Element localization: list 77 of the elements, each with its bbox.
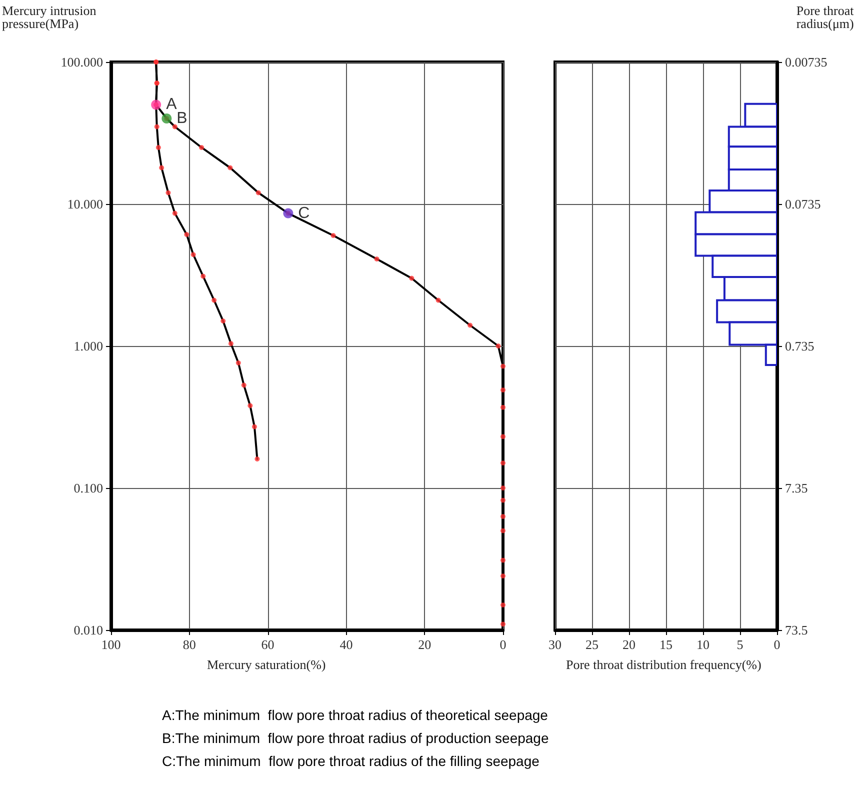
point	[468, 322, 473, 328]
y-tick-label: 10.000	[67, 196, 103, 212]
x-tick-label: 0	[500, 637, 506, 652]
point	[159, 165, 164, 170]
point	[500, 486, 506, 490]
point	[212, 298, 217, 303]
point	[374, 256, 380, 262]
point	[199, 144, 204, 150]
y-tick-label: 100.000	[60, 54, 103, 70]
x-tick-label: 20	[418, 637, 432, 652]
y-axis-title: Mercury intrusion pressure(MPa)	[2, 3, 100, 31]
point	[436, 298, 441, 303]
y-tick-label: 0.100	[74, 480, 103, 496]
point	[162, 114, 172, 124]
point	[500, 602, 506, 608]
x-tick-label: 30	[548, 637, 562, 652]
y-tick-label: 7.35	[785, 480, 808, 496]
y-tick-label: 0.735	[785, 338, 814, 354]
point	[151, 100, 162, 110]
point	[154, 124, 160, 130]
x-tick-label: 5	[736, 637, 744, 652]
y-tick-label: 1.000	[74, 338, 103, 354]
point	[172, 210, 178, 216]
point	[228, 165, 233, 170]
point	[248, 403, 253, 408]
x-tick-label: 100	[101, 637, 121, 652]
point	[330, 233, 336, 238]
x-axis-title: Pore throat distribution frequency(%)	[566, 657, 762, 672]
x-tick-label: 20	[622, 637, 636, 652]
point	[172, 124, 178, 130]
point	[500, 622, 506, 627]
point	[500, 460, 506, 466]
x-tick-label: 60	[261, 637, 274, 652]
point	[254, 456, 260, 462]
series-label: B	[176, 110, 188, 128]
text: A:The minimum flow pore throat radius of theoretical seepage	[162, 707, 548, 723]
x-tick-label: 0	[774, 637, 780, 652]
point	[220, 318, 226, 324]
x-tick-label: 25	[586, 637, 598, 652]
y-tick-label: 0.010	[74, 622, 103, 638]
point	[496, 344, 501, 348]
y-tick-label: 73.5	[785, 622, 808, 638]
point	[500, 364, 506, 369]
point	[190, 252, 196, 258]
point	[241, 382, 246, 388]
y-axis-title: Pore throat radius(μm)	[796, 3, 858, 31]
x-axis-title: Mercury saturation(%)	[207, 657, 326, 672]
point	[500, 498, 506, 503]
text: B:The minimum flow pore throat radius of production seepage	[162, 730, 549, 746]
series-label: C	[298, 204, 310, 222]
point	[166, 190, 171, 196]
point	[252, 424, 257, 430]
point	[184, 232, 190, 237]
point	[500, 387, 506, 392]
point	[500, 514, 506, 519]
point	[200, 274, 206, 279]
x-tick-label: 15	[660, 637, 672, 652]
y-tick-label: 0.0735	[785, 196, 821, 212]
point	[500, 574, 506, 579]
text: C:The minimum flow pore throat radius of the filling seepage	[162, 753, 540, 769]
y-tick-label: 0.00735	[785, 54, 828, 70]
point	[256, 190, 261, 196]
point	[228, 341, 234, 346]
x-tick-label: 40	[340, 637, 353, 652]
point	[500, 404, 506, 410]
point	[283, 208, 294, 218]
point	[236, 360, 241, 366]
point	[154, 80, 160, 86]
point	[500, 528, 506, 534]
point	[409, 276, 414, 281]
point	[500, 558, 506, 563]
point	[156, 144, 161, 150]
x-tick-label: 10	[696, 637, 710, 652]
series-label: A	[166, 96, 178, 114]
x-tick-label: 80	[182, 637, 196, 652]
point	[154, 60, 159, 64]
point	[500, 434, 506, 440]
